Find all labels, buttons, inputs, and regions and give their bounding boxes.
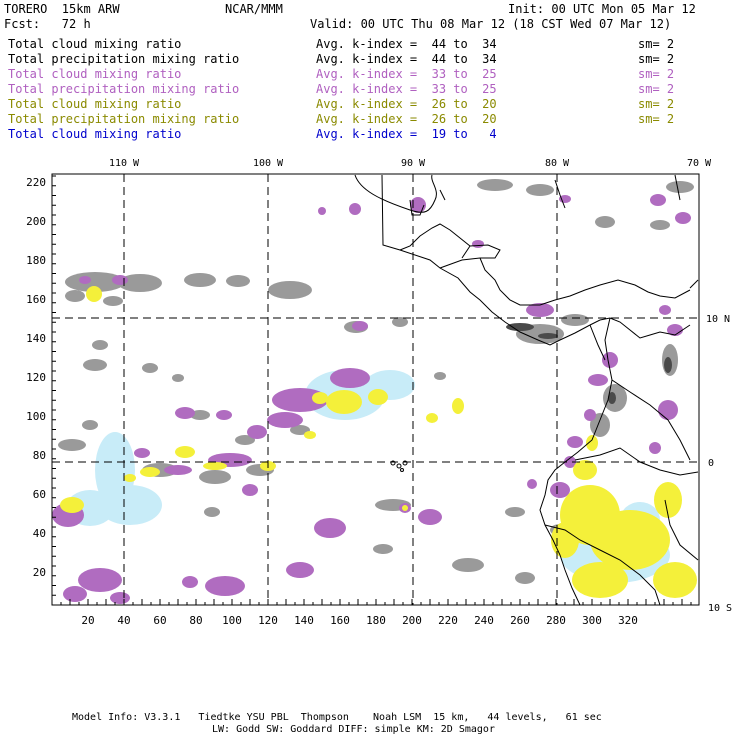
legend-row: Total cloud mixing ratio Avg. k-index = … [8, 37, 728, 51]
x-tick-label: 300 [582, 614, 602, 627]
legend-row: Total precipitation mixing ratio Avg. k-… [8, 52, 728, 66]
coastlines [354, 174, 699, 605]
legend-row: Total precipitation mixing ratio Avg. k-… [8, 82, 728, 96]
legend-sm: sm= 2 [638, 97, 675, 111]
y-tick-label: 100 [26, 410, 46, 423]
x-tick-label: 40 [117, 614, 130, 627]
lat-label: 10 S [708, 603, 732, 614]
x-tick-label: 140 [294, 614, 314, 627]
galapagos-islands [390, 460, 408, 472]
y-tick-labels: 20 40 60 80 100 120 140 160 180 200 220 [26, 176, 46, 579]
legend-field: Total cloud mixing ratio [8, 67, 182, 81]
init-time: Init: 00 UTC Mon 05 Mar 12 [508, 2, 696, 16]
x-tick-label: 20 [81, 614, 94, 627]
legend-field: Total cloud mixing ratio [8, 127, 182, 141]
legend-field: Total cloud mixing ratio [8, 97, 182, 111]
organization: NCAR/MMM [225, 2, 283, 16]
legend-avg: Avg. k-index = 33 to 25 [316, 67, 497, 81]
legend-avg: Avg. k-index = 44 to 34 [316, 37, 497, 51]
lon-label: 70 W [687, 158, 712, 169]
legend-avg: Avg. k-index = 44 to 34 [316, 52, 497, 66]
lat-label: 0 [708, 458, 714, 469]
legend-field: Total cloud mixing ratio [8, 37, 182, 51]
legend-sm: sm= 2 [638, 67, 675, 81]
x-tick-label: 60 [153, 614, 166, 627]
x-tick-label: 280 [546, 614, 566, 627]
x-ticks [60, 599, 692, 605]
model-name: TORERO 15km ARW [4, 2, 120, 16]
legend-avg: Avg. k-index = 26 to 20 [316, 112, 497, 126]
lon-label: 100 W [253, 158, 284, 169]
x-tick-label: 160 [330, 614, 350, 627]
forecast-hour: Fcst: 72 h [4, 17, 91, 31]
y-ticks [52, 175, 56, 596]
legend-sm: sm= 2 [638, 82, 675, 96]
model-info-line2: LW: Godd SW: Goddard DIFF: simple KM: 2D… [212, 724, 495, 735]
y-tick-label: 200 [26, 215, 46, 228]
legend-field: Total precipitation mixing ratio [8, 82, 240, 96]
yellow-field [60, 286, 697, 598]
x-tick-label: 220 [438, 614, 458, 627]
y-tick-label: 120 [26, 371, 46, 384]
y-tick-label: 20 [33, 566, 46, 579]
x-tick-label: 180 [366, 614, 386, 627]
y-tick-label: 140 [26, 332, 46, 345]
y-tick-label: 160 [26, 293, 46, 306]
x-tick-label: 100 [222, 614, 242, 627]
legend-avg: Avg. k-index = 26 to 20 [316, 97, 497, 111]
x-tick-label: 320 [618, 614, 638, 627]
legend-field: Total precipitation mixing ratio [8, 52, 240, 66]
lat-label: 10 N [706, 314, 730, 325]
model-info-line1: Model Info: V3.3.1 Tiedtke YSU PBL Thomp… [72, 712, 602, 723]
y-tick-label: 180 [26, 254, 46, 267]
x-tick-label: 120 [258, 614, 278, 627]
lon-labels: 110 W 100 W 90 W 80 W 70 W [109, 158, 712, 169]
field-layer [52, 179, 697, 604]
legend-sm: sm= 2 [638, 52, 675, 66]
legend-sm: sm= 2 [638, 37, 675, 51]
lon-label: 90 W [401, 158, 426, 169]
x-tick-label: 200 [402, 614, 422, 627]
legend-row: Total cloud mixing ratio Avg. k-index = … [8, 67, 728, 81]
x-tick-labels: 20 40 60 80 100 120 140 160 180 200 220 … [81, 614, 638, 627]
y-tick-label: 40 [33, 527, 46, 540]
x-tick-label: 260 [510, 614, 530, 627]
y-tick-label: 60 [33, 488, 46, 501]
legend-row: Total precipitation mixing ratio Avg. k-… [8, 112, 728, 126]
x-tick-label: 240 [474, 614, 494, 627]
lon-label: 110 W [109, 158, 140, 169]
x-tick-label: 80 [189, 614, 202, 627]
legend-avg: Avg. k-index = 33 to 25 [316, 82, 497, 96]
legend-sm: sm= 2 [638, 112, 675, 126]
valid-time: Valid: 00 UTC Thu 08 Mar 12 (18 CST Wed … [310, 17, 672, 31]
legend-avg: Avg. k-index = 19 to 4 [316, 127, 497, 141]
legend-field: Total precipitation mixing ratio [8, 112, 240, 126]
lat-labels: 10 N 0 10 S [706, 314, 732, 614]
y-tick-label: 80 [33, 449, 46, 462]
legend-row: Total cloud mixing ratio Avg. k-index = … [8, 127, 728, 141]
legend-row: Total cloud mixing ratio Avg. k-index = … [8, 97, 728, 111]
lon-label: 80 W [545, 158, 570, 169]
dark-cloud-field [506, 323, 672, 404]
grid-lines [52, 174, 699, 605]
y-tick-label: 220 [26, 176, 46, 189]
